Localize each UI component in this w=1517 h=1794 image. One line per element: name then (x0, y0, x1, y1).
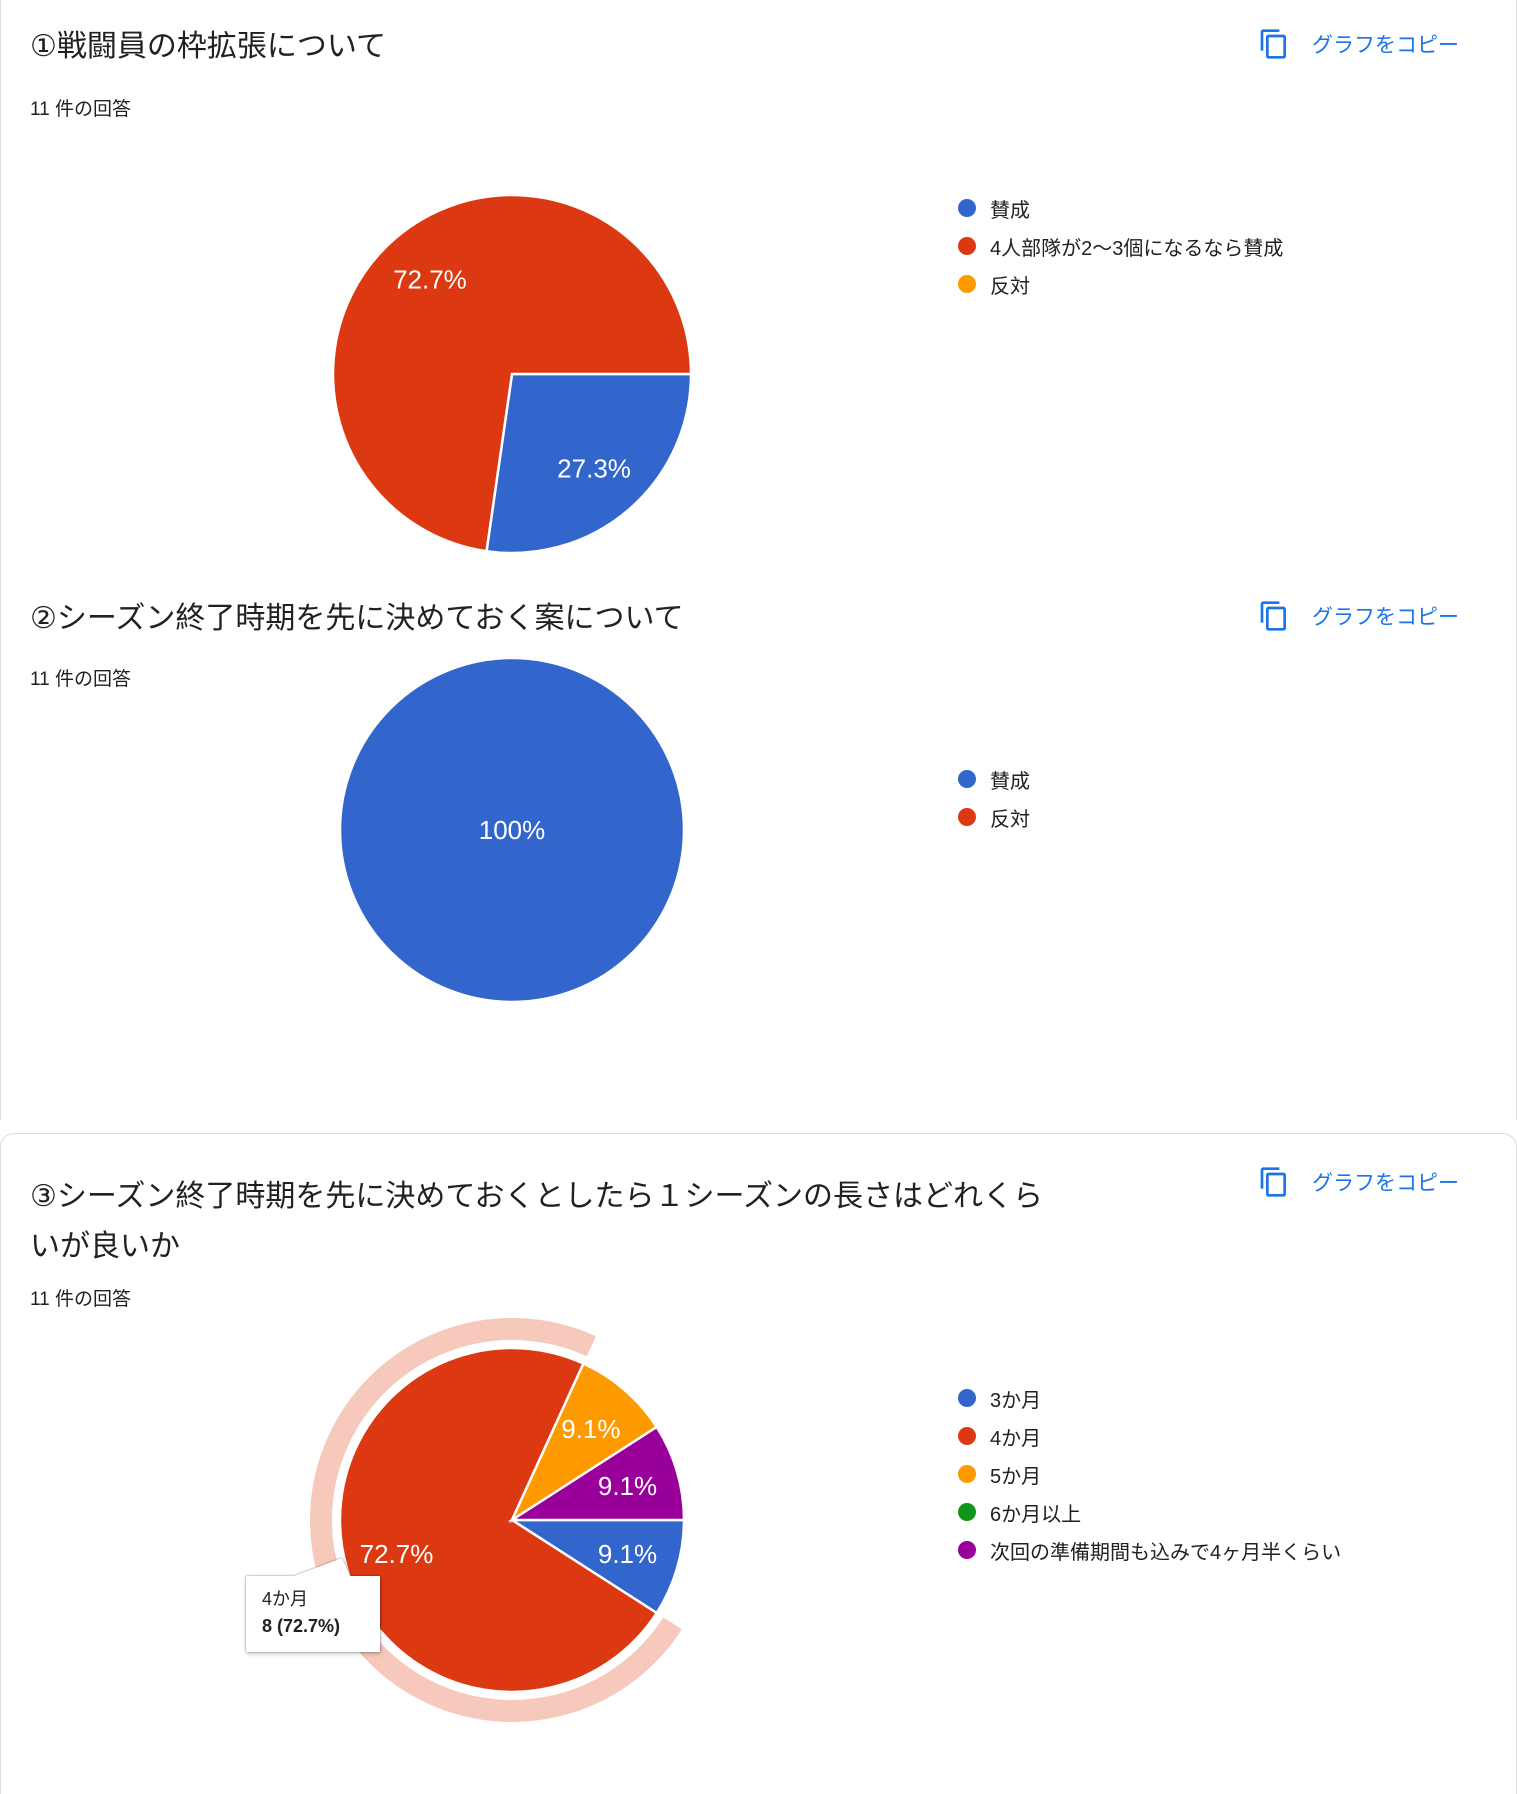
legend-label: 賛成 (990, 199, 1030, 222)
legend-label: 反対 (990, 808, 1030, 831)
legend-item: 4か月 (958, 1417, 1341, 1455)
legend-color-dot (958, 1427, 976, 1445)
legend-item: 賛成 (958, 760, 1030, 798)
slice-percent-label: 100% (479, 815, 546, 845)
slice-percent-label: 9.1% (561, 1414, 620, 1444)
pie-slice-賛成[interactable] (338, 656, 686, 1004)
slice-percent-label: 9.1% (598, 1539, 657, 1569)
pie-chart-1: 27.3% 72.7% (331, 193, 693, 555)
legend-item: 反対 (958, 265, 1283, 303)
question-title-2: ②シーズン終了時期を先に決めておく案について (30, 602, 684, 635)
slice-tooltip-box: 4か月 8 (72.7%) (246, 1558, 380, 1652)
legend-item: 3か月 (958, 1379, 1341, 1417)
pie-slice-賛成[interactable] (485, 372, 693, 555)
copy-chart-label: グラフをコピー (1312, 606, 1459, 629)
legend-item: 4人部隊が2〜3個になるなら賛成 (958, 227, 1283, 265)
legend-label: 4人部隊が2〜3個になるなら賛成 (990, 237, 1284, 260)
pie-chart-2: 100% (338, 656, 686, 1004)
legend-color-dot (958, 237, 976, 255)
question-title-3: ③シーズン終了時期を先に決めておくとしたら１シーズンの長さはどれくらいが良いか (30, 1180, 1043, 1263)
copy-chart-label: グラフをコピー (1312, 1172, 1459, 1195)
pie-slice-5か月[interactable] (509, 1361, 659, 1524)
chart-legend-1: 賛成 4人部隊が2〜3個になるなら賛成 反対 (958, 189, 1283, 303)
slice-tooltip: 4か月 8 (72.7%) (246, 1558, 380, 1652)
legend-item: 次回の準備期間も込みで4ヶ月半くらい (958, 1531, 1341, 1569)
legend-color-dot (958, 1541, 976, 1559)
slice-percent-label: 72.7% (393, 264, 467, 294)
legend-item: 5か月 (958, 1455, 1341, 1493)
pie-slice-4人部隊が2〜3個になるなら賛成[interactable] (331, 193, 693, 553)
chart-legend-2: 賛成 反対 (958, 760, 1030, 836)
response-count-2: 11 件の回答 (30, 669, 132, 690)
legend-label: 反対 (990, 275, 1030, 298)
legend-label: 賛成 (990, 770, 1030, 793)
chart-legend-3: 3か月 4か月 5か月 6か月以上次回の準備期間も込みで4ヶ月半くらい (958, 1379, 1341, 1569)
legend-color-dot (958, 275, 976, 293)
legend-color-dot (958, 808, 976, 826)
copy-icon (1258, 600, 1290, 632)
legend-label: 5か月 (990, 1465, 1042, 1488)
legend-color-dot (958, 1465, 976, 1483)
copy-chart-button-2[interactable]: グラフをコピー (1250, 594, 1467, 638)
pie-chart-3: 9.1% 72.7% 9.1% 9.1% (310, 1318, 686, 1722)
legend-item: 反対 (958, 798, 1030, 836)
legend-color-dot (958, 199, 976, 217)
legend-item: 賛成 (958, 189, 1283, 227)
pie-slice-次回の準備期間も込みで4ヶ月半くらい[interactable] (507, 1425, 686, 1522)
slice-percent-label: 27.3% (557, 454, 631, 484)
legend-item: 6か月以上 (958, 1493, 1341, 1531)
copy-chart-button-1[interactable]: グラフをコピー (1250, 22, 1467, 66)
copy-chart-label: グラフをコピー (1312, 34, 1459, 57)
tooltip-category: 4か月 (262, 1589, 309, 1609)
legend-color-dot (958, 770, 976, 788)
legend-color-dot (958, 1503, 976, 1521)
response-count-3: 11 件の回答 (30, 1289, 132, 1310)
legend-label: 3か月 (990, 1389, 1042, 1412)
question-title-1: ①戦闘員の枠拡張について (30, 30, 386, 63)
copy-chart-button-3[interactable]: グラフをコピー (1250, 1160, 1467, 1204)
legend-label: 4か月 (990, 1427, 1042, 1450)
copy-icon (1258, 28, 1290, 60)
copy-icon (1258, 1166, 1290, 1198)
legend-label: 次回の準備期間も込みで4ヶ月半くらい (990, 1541, 1342, 1564)
legend-label: 6か月以上 (990, 1503, 1082, 1526)
slice-percent-label: 9.1% (598, 1471, 657, 1501)
pie-slice-3か月[interactable] (507, 1518, 686, 1615)
response-count-1: 11 件の回答 (30, 99, 132, 120)
legend-color-dot (958, 1389, 976, 1407)
slice-percent-label: 72.7% (360, 1539, 434, 1569)
tooltip-value: 8 (72.7%) (262, 1616, 341, 1636)
